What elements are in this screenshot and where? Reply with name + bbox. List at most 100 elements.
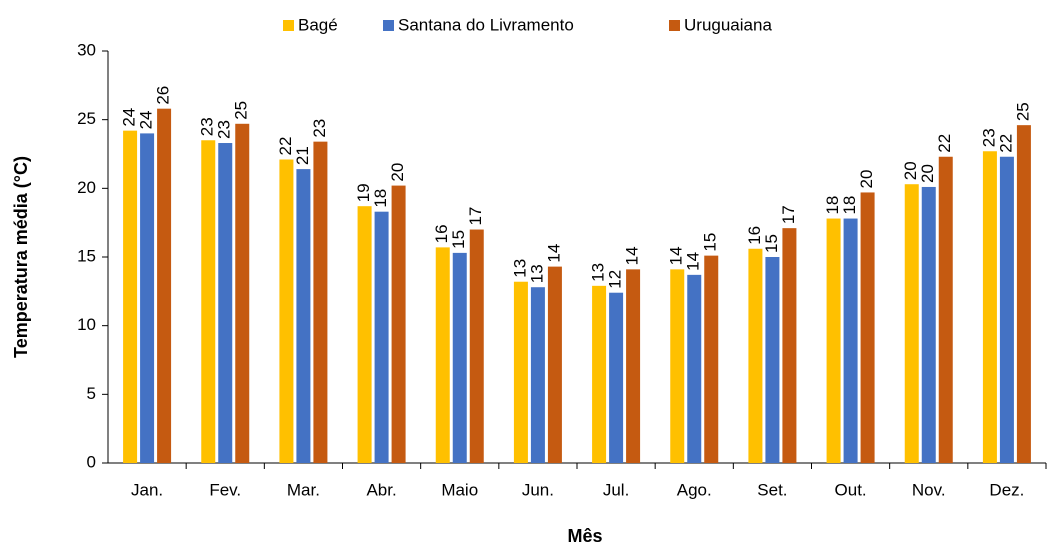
x-tick-label: Set. — [757, 480, 787, 499]
x-tick-label: Jan. — [131, 480, 163, 499]
y-tick-label: 20 — [77, 178, 96, 197]
legend-label: Uruguaiana — [684, 15, 772, 34]
data-label: 22 — [935, 134, 954, 153]
x-tick-label: Jul. — [603, 480, 629, 499]
x-tick-label: Mar. — [287, 480, 320, 499]
data-label: 22 — [276, 137, 295, 156]
data-label: 19 — [354, 183, 373, 202]
x-tick-label: Jun. — [522, 480, 554, 499]
x-tick-label: Nov. — [912, 480, 946, 499]
data-label: 17 — [779, 205, 798, 224]
bar — [313, 141, 328, 463]
bar — [748, 248, 763, 463]
bar — [469, 229, 484, 463]
data-label: 13 — [510, 259, 529, 278]
bar — [982, 151, 997, 463]
data-label: 15 — [449, 230, 468, 249]
bar — [296, 169, 311, 463]
legend-swatch — [383, 20, 394, 31]
bar — [218, 143, 233, 463]
data-label: 17 — [466, 207, 485, 226]
data-label: 16 — [432, 224, 451, 243]
x-tick-label: Maio — [441, 480, 478, 499]
x-tick-label: Ago. — [677, 480, 712, 499]
bar — [530, 287, 545, 463]
data-label: 25 — [232, 101, 251, 120]
y-tick-label: 0 — [87, 452, 96, 471]
bar — [670, 269, 685, 463]
data-label: 23 — [310, 119, 329, 138]
bar — [374, 211, 389, 463]
legend-swatch — [283, 20, 294, 31]
bar — [201, 140, 216, 463]
bar — [391, 185, 406, 463]
legend-label: Santana do Livramento — [398, 15, 574, 34]
bar — [626, 269, 641, 463]
data-label: 21 — [293, 146, 312, 165]
data-label: 24 — [120, 108, 139, 127]
y-tick-label: 30 — [77, 40, 96, 59]
bar — [765, 257, 780, 463]
x-axis-label: Mês — [567, 526, 602, 546]
data-label: 22 — [996, 134, 1015, 153]
data-label: 13 — [589, 263, 608, 282]
data-label: 23 — [215, 120, 234, 139]
data-label: 24 — [137, 110, 156, 129]
x-tick-label: Out. — [835, 480, 867, 499]
data-label: 20 — [857, 170, 876, 189]
data-label: 14 — [544, 244, 563, 263]
bar — [609, 292, 624, 463]
bar — [704, 255, 719, 463]
bar — [157, 108, 172, 464]
data-label: 23 — [198, 117, 217, 136]
data-label: 15 — [762, 234, 781, 253]
data-label: 18 — [371, 189, 390, 208]
data-label: 13 — [527, 264, 546, 283]
data-label: 26 — [154, 86, 173, 105]
bar — [547, 266, 562, 463]
bar — [843, 218, 858, 463]
x-tick-label: Fev. — [209, 480, 241, 499]
data-label: 25 — [1013, 102, 1032, 121]
data-label: 15 — [701, 233, 720, 252]
bar — [921, 186, 936, 463]
y-tick-label: 10 — [77, 315, 96, 334]
bar — [452, 252, 467, 463]
bar — [357, 206, 372, 464]
data-label: 20 — [901, 161, 920, 180]
bar — [592, 285, 607, 463]
bar — [140, 133, 155, 463]
bar — [235, 123, 250, 463]
data-label: 16 — [745, 226, 764, 245]
data-label: 14 — [684, 252, 703, 271]
x-tick-label: Dez. — [989, 480, 1024, 499]
data-label: 20 — [918, 164, 937, 183]
y-tick-label: 15 — [77, 246, 96, 265]
legend-swatch — [669, 20, 680, 31]
data-label: 20 — [388, 163, 407, 182]
y-tick-label: 25 — [77, 109, 96, 128]
data-label: 14 — [623, 246, 642, 265]
y-tick-label: 5 — [87, 384, 96, 403]
bar — [513, 281, 528, 463]
data-label: 14 — [667, 246, 686, 265]
y-axis-label: Temperatura média (°C) — [11, 156, 31, 358]
bar — [860, 192, 875, 463]
bar — [1016, 125, 1031, 463]
bar — [904, 184, 919, 464]
bar — [279, 159, 294, 463]
bar — [826, 218, 841, 463]
data-label: 18 — [823, 196, 842, 215]
bar — [687, 274, 702, 463]
legend-label: Bagé — [298, 15, 338, 34]
bar — [123, 130, 138, 464]
bar — [782, 228, 797, 463]
bar — [938, 156, 953, 463]
data-label: 23 — [979, 128, 998, 147]
x-tick-label: Abr. — [366, 480, 396, 499]
bar — [999, 156, 1014, 463]
data-label: 18 — [840, 196, 859, 215]
data-label: 12 — [606, 270, 625, 289]
bar — [435, 247, 450, 463]
